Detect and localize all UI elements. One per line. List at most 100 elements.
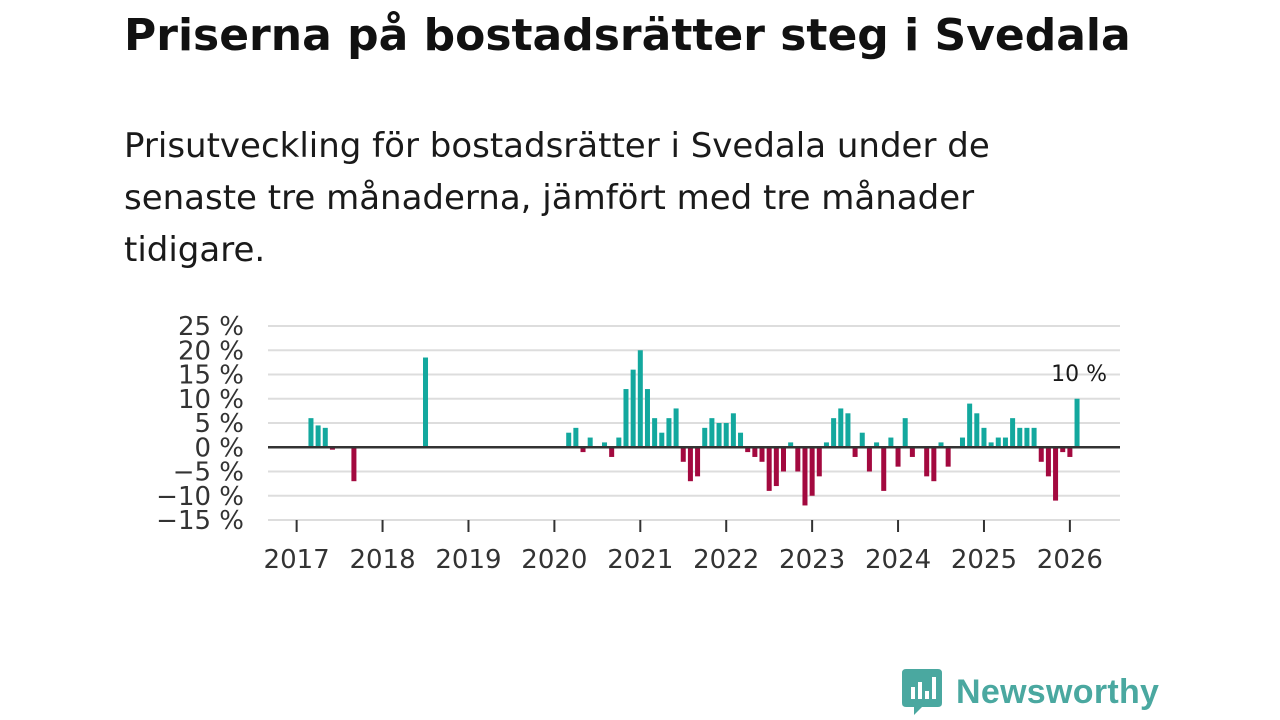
- bar: [931, 447, 937, 482]
- bar: [580, 447, 586, 453]
- bar: [322, 427, 328, 448]
- y-tick-label: 0 %: [194, 433, 244, 463]
- chart-title: Priserna på bostadsrätter steg i Svedala: [124, 10, 1131, 61]
- bar: [845, 413, 851, 448]
- value-annotation: 10 %: [1051, 362, 1107, 387]
- bar: [780, 447, 786, 472]
- bar: [616, 437, 622, 448]
- bar: [1053, 447, 1059, 501]
- x-tick-label: 2017: [264, 545, 330, 575]
- bar: [602, 442, 608, 448]
- bar: [752, 447, 758, 457]
- x-tick-label: 2025: [951, 545, 1017, 575]
- bar: [816, 447, 822, 477]
- bar: [673, 408, 679, 448]
- bar: [981, 427, 987, 448]
- bar: [315, 425, 321, 448]
- bar: [702, 427, 708, 448]
- bar: [938, 442, 944, 448]
- bar: [1002, 437, 1008, 448]
- bar: [687, 447, 693, 482]
- bar: [351, 447, 357, 482]
- bar: [959, 437, 965, 448]
- bar: [308, 418, 314, 448]
- x-tick-label: 2018: [349, 545, 415, 575]
- chart-subtitle: Prisutveckling för bostadsrätter i Sveda…: [124, 126, 990, 270]
- bar: [866, 447, 872, 472]
- bar: [874, 442, 880, 448]
- bar: [1038, 447, 1044, 462]
- bar: [881, 447, 887, 491]
- bar: [637, 350, 643, 448]
- bar: [659, 432, 665, 448]
- y-tick-label: −10 %: [156, 482, 244, 512]
- bar: [587, 437, 593, 448]
- bar: [895, 447, 901, 467]
- bar: [795, 447, 801, 472]
- bar: [738, 432, 744, 448]
- bar: [759, 447, 765, 462]
- bar: [809, 447, 815, 496]
- bar: [723, 423, 729, 448]
- bar: [831, 418, 837, 448]
- bar: [716, 423, 722, 448]
- bar: [859, 432, 865, 448]
- x-tick-label: 2026: [1037, 545, 1103, 575]
- bar: [974, 413, 980, 448]
- bar: [852, 447, 858, 457]
- bar: [788, 442, 794, 448]
- bar: [945, 447, 951, 467]
- bar: [995, 437, 1001, 448]
- brand-logo[interactable]: Newsworthy: [902, 668, 1159, 716]
- newsworthy-logo-icon: [902, 669, 942, 715]
- bar: [695, 447, 701, 477]
- bar: [566, 432, 572, 448]
- x-tick-label: 2019: [435, 545, 501, 575]
- bar: [967, 403, 973, 448]
- x-tick-label: 2021: [607, 545, 673, 575]
- y-tick-label: 25 %: [178, 312, 244, 342]
- y-tick-label: −15 %: [156, 506, 244, 536]
- y-tick-label: 20 %: [178, 336, 244, 366]
- annotations: 10 %: [1051, 362, 1107, 387]
- bar: [730, 413, 736, 448]
- bar: [609, 447, 615, 457]
- bar: [1060, 447, 1066, 453]
- bar: [652, 418, 658, 448]
- bar: [666, 418, 672, 448]
- bar: [773, 447, 779, 487]
- bar: [623, 389, 629, 448]
- bar: [423, 357, 429, 448]
- brand-name: Newsworthy: [956, 672, 1160, 711]
- y-tick-label: 15 %: [178, 361, 244, 391]
- bar: [1017, 427, 1023, 448]
- bar: [766, 447, 772, 491]
- x-tick-label: 2020: [521, 545, 587, 575]
- bar: [902, 418, 908, 448]
- bar: [802, 447, 808, 506]
- bar: [1024, 427, 1030, 448]
- bar: [1031, 427, 1037, 448]
- bars: [308, 350, 1080, 506]
- bar: [909, 447, 915, 457]
- x-axis: 2017 2018 2019 2020 2021 2022 2023 2024 2025 2026: [264, 520, 1103, 575]
- bar: [1067, 447, 1073, 457]
- bar: [630, 369, 636, 448]
- bar: [838, 408, 844, 448]
- bar: [823, 442, 829, 448]
- bar: [1074, 398, 1080, 448]
- bar: [680, 447, 686, 462]
- bar: [924, 447, 930, 477]
- x-tick-label: 2023: [779, 545, 845, 575]
- y-tick-label: −5 %: [173, 458, 244, 488]
- y-tick-label: 10 %: [178, 385, 244, 415]
- x-tick-label: 2024: [865, 545, 931, 575]
- bar: [644, 389, 650, 448]
- bar: [888, 437, 894, 448]
- bar: [745, 447, 751, 453]
- grid-lines: [268, 325, 1120, 521]
- bar: [1010, 418, 1016, 448]
- x-tick-label: 2022: [693, 545, 759, 575]
- bar: [1045, 447, 1051, 477]
- bar: [709, 418, 715, 448]
